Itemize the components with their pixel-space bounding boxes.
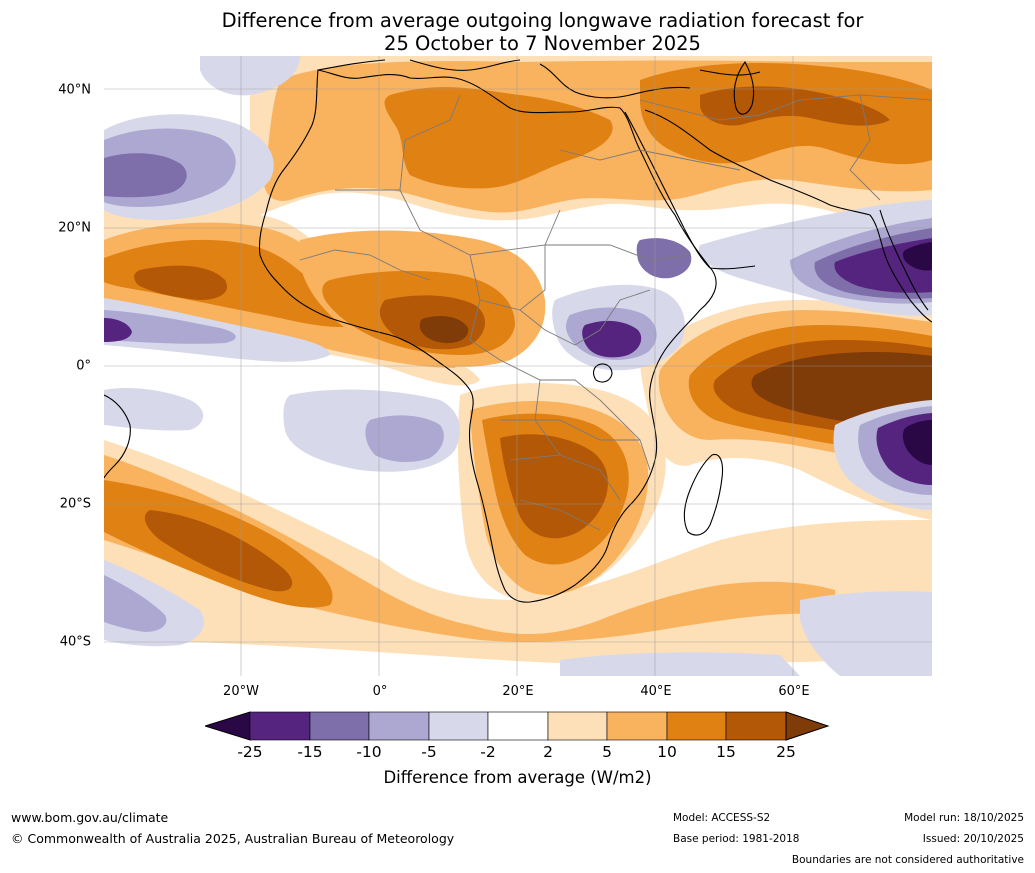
coast-madagascar <box>683 453 724 536</box>
copyright-text: © Commonwealth of Australia 2025, Austra… <box>11 831 455 846</box>
shade-atl-strong <box>104 239 360 328</box>
coast-arabia <box>644 109 932 323</box>
colorbar-seg-1 <box>249 711 311 741</box>
colorbar-seg-8 <box>666 711 727 741</box>
shade-satl-purple-2 <box>365 415 444 462</box>
colorbar-tick-neg15: -15 <box>297 743 323 761</box>
chart-title: Difference from average outgoing longwav… <box>0 9 1035 55</box>
shade-sio-purple-4 <box>902 420 932 465</box>
shade-atl-peak <box>134 265 228 300</box>
shade-natl-purple-top <box>200 56 300 96</box>
coast-europe <box>317 59 761 99</box>
colorbar-seg-3 <box>368 711 430 741</box>
border-10 <box>299 249 431 281</box>
colorbar-tick-neg10: -10 <box>356 743 382 761</box>
coast-horn <box>709 265 756 270</box>
lat-label-20n: 20°N <box>58 220 91 236</box>
title-line-2: 25 October to 7 November 2025 <box>384 32 701 55</box>
shade-se-purple <box>800 591 932 676</box>
colorbar-seg-7 <box>606 711 668 741</box>
border-9 <box>519 499 601 531</box>
shade-arab-purple-5 <box>902 242 932 271</box>
lon-label-20e: 20°E <box>502 684 534 699</box>
lon-label-40e: 40°E <box>640 684 672 699</box>
colorbar-seg-5 <box>487 711 549 741</box>
lat-label-20s: 20°S <box>59 496 91 512</box>
graticule <box>104 56 932 676</box>
shade-ca-max <box>419 316 469 344</box>
shade-sa-peak <box>500 434 608 539</box>
border-15 <box>599 399 651 471</box>
anomaly-field <box>104 56 932 676</box>
border-13 <box>849 94 881 201</box>
lon-label-60e: 60°E <box>778 684 810 699</box>
colorbar-max-extension <box>785 711 830 741</box>
border-4 <box>545 244 691 261</box>
lon-label-20w: 20°W <box>223 684 259 699</box>
border-1 <box>335 189 561 256</box>
shade-so-peak <box>144 510 293 592</box>
shade-sw-purple-2 <box>104 575 167 632</box>
colorbar-tick-15: 15 <box>716 743 736 761</box>
issued-text: Issued: 20/10/2025 <box>922 833 1024 845</box>
colorbar-min-extension <box>205 711 251 741</box>
lat-label-0: 0° <box>76 358 91 374</box>
colorbar-tick-10: 10 <box>657 743 677 761</box>
disclaimer-text: Boundaries are not considered authoritat… <box>791 854 1024 866</box>
shade-bottom-purple <box>560 652 800 676</box>
colorbar-seg-6 <box>547 711 608 741</box>
shade-eq-atl-purple-3 <box>104 318 132 342</box>
colorbar-tick-5: 5 <box>602 743 612 761</box>
colorbar-seg-4 <box>428 711 489 741</box>
colorbar <box>205 711 830 741</box>
lat-label-40n: 40°N <box>58 82 91 98</box>
border-2 <box>399 94 461 191</box>
shade-north-peak <box>700 86 890 126</box>
border-7 <box>500 419 640 441</box>
country-borders <box>299 94 932 531</box>
lat-label-40s: 40°S <box>59 634 91 650</box>
model-text: Model: ACCESS-S2 <box>673 812 771 824</box>
website-link[interactable]: www.bom.gov.au/climate <box>11 810 169 825</box>
coast-red-sea-east <box>624 111 711 269</box>
colorbar-tick-neg25: -25 <box>237 743 263 761</box>
border-14 <box>534 379 561 456</box>
colorbar-seg-9 <box>725 711 787 741</box>
colorbar-seg-2 <box>309 711 370 741</box>
coast-brazil <box>104 394 131 479</box>
coast-africa <box>258 69 717 603</box>
coast-caspian <box>733 60 755 115</box>
border-5 <box>519 289 651 346</box>
border-11 <box>559 149 741 171</box>
border-6 <box>469 299 601 401</box>
border-8 <box>509 454 621 501</box>
shade-satl-purple-3 <box>104 388 204 431</box>
coastlines <box>104 59 932 603</box>
shade-ea-purple-3 <box>582 320 642 358</box>
shade-natl-purple-3 <box>104 153 187 198</box>
coast-india <box>879 209 929 311</box>
colorbar-tick-neg2: -2 <box>480 743 496 761</box>
colorbar-tick-25: 25 <box>776 743 796 761</box>
colorbar-label: Difference from average (W/m2) <box>383 768 652 787</box>
lon-label-0: 0° <box>372 684 388 699</box>
model-run-text: Model run: 18/10/2025 <box>904 812 1024 824</box>
colorbar-tick-2: 2 <box>543 743 553 761</box>
colorbar-tick-neg5: -5 <box>421 743 437 761</box>
title-line-1: Difference from average outgoing longwav… <box>221 9 864 32</box>
base-period-text: Base period: 1981-2018 <box>673 833 800 845</box>
coast-lake-victoria <box>593 363 613 383</box>
shade-eq-atl-purple-2 <box>104 310 236 344</box>
